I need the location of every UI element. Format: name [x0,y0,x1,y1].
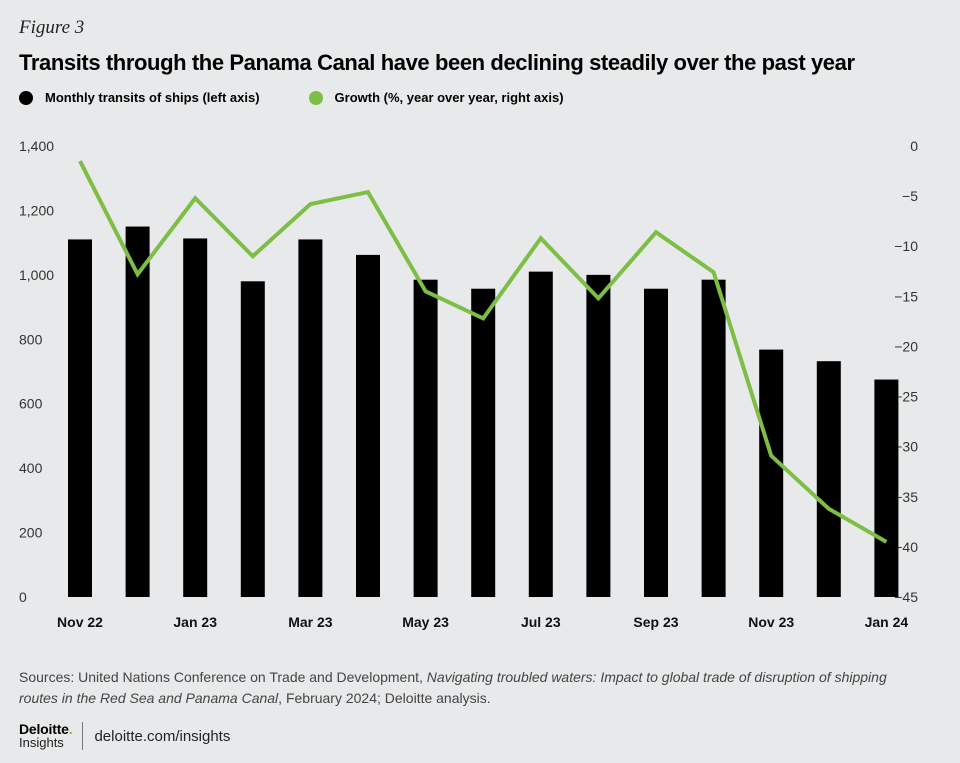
legend-item-line: Growth (%, year over year, right axis) [308,90,564,105]
bar-nov-22 [68,239,92,597]
legend-bars-label: Monthly transits of ships (left axis) [45,90,260,105]
y-left-tick-label: 200 [19,525,43,541]
bar-aug-23 [586,274,611,597]
bar-apr-23 [356,254,380,598]
bar-nov-23 [759,349,784,597]
sources-report-title: Navigating troubled waters: Impact to gl… [19,669,887,706]
bar-dec-22 [125,226,150,598]
legend: Monthly transits of ships (left axis) Gr… [19,90,613,105]
bar-mar-23 [298,239,323,597]
legend-line-label: Growth (%, year over year, right axis) [334,90,564,105]
bar-jun-23 [471,288,496,597]
legend-line-swatch-icon [308,90,323,105]
x-tick-label: May 23 [402,614,449,630]
sources-suffix: , February 2024; Deloitte analysis. [278,690,491,706]
x-tick-label: Nov 22 [57,614,103,630]
sources-note: Sources: United Nations Conference on Tr… [19,667,919,709]
y-right-tick-label: −40 [894,539,918,555]
x-tick-label: Sep 23 [633,614,678,630]
bar-jul-23 [528,271,553,597]
y-right-tick-label: −20 [894,338,918,354]
x-tick-label: Jul 23 [521,614,561,630]
y-right-tick-label: −10 [894,238,918,254]
x-tick-label: Mar 23 [288,614,333,630]
x-tick-label: Jan 24 [865,614,909,630]
legend-item-bars: Monthly transits of ships (left axis) [19,90,260,105]
bar-dec-23 [816,361,841,597]
bar-jan-24 [874,379,899,597]
footer-divider [82,722,84,750]
chart-title: Transits through the Panama Canal have b… [19,50,855,75]
y-right-tick-label: −30 [894,439,918,455]
bar-feb-23 [240,281,265,597]
chart: 0 200 400 600 800 1,000 1,200 1,400 0 −5 −10 −15 −20… [19,138,918,630]
y-left-tick-label: 1,400 [19,138,54,154]
sources-prefix: Sources: United Nations Conference on Tr… [19,669,427,685]
y-left-tick-label: 1,200 [19,202,54,218]
y-right-tick-label: −45 [894,589,918,605]
y-left-tick-label: 600 [19,396,43,412]
logo-sub: Insights [19,735,64,750]
footer: Deloitte. Insights deloitte.com/insights [19,722,230,750]
x-tick-label: Jan 23 [173,614,217,630]
logo-brand-dot: . [68,721,73,737]
y-left-tick-label: 400 [19,460,43,476]
y-left-tick-label: 800 [19,331,43,347]
logo-brand-text: Deloitte [19,721,69,737]
logo-brand: Deloitte. [19,721,73,737]
y-right-tick-label: −15 [894,288,918,304]
y-left-tick-label: 0 [19,589,27,605]
y-right-tick-label: −35 [894,489,918,505]
deloitte-insights-logo[interactable]: Deloitte. Insights [19,721,73,750]
y-right-tick-label: −25 [894,389,918,405]
y-right-tick-label: −5 [902,188,918,204]
bar-may-23 [413,279,438,597]
legend-bar-swatch-icon [19,90,33,105]
bar-oct-23 [701,279,726,597]
y-right-tick-label: 0 [910,138,918,154]
figure-label: Figure 3 [19,17,85,38]
y-left-tick-label: 1,000 [19,267,54,283]
x-tick-label: Nov 23 [748,614,794,630]
bar-sep-23 [644,288,668,597]
footer-url-link[interactable]: deloitte.com/insights [94,727,231,745]
bar-jan-23 [183,238,208,597]
